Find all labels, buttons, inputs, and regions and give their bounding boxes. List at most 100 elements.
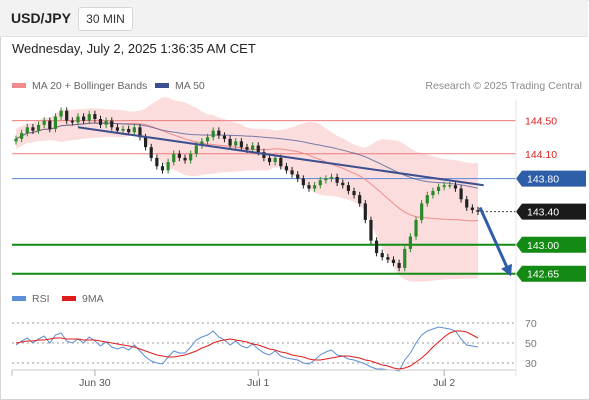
candle-body: [160, 166, 165, 171]
candle-body: [143, 137, 148, 148]
candle-body: [239, 141, 243, 148]
candle-body: [262, 152, 266, 158]
legend-rsi-label: RSI: [32, 293, 50, 305]
candle-body: [408, 236, 412, 249]
candle-body: [397, 262, 401, 268]
candle-body: [194, 145, 198, 154]
candle-body: [87, 114, 91, 121]
candle-body: [138, 127, 142, 138]
candle-body: [420, 203, 424, 220]
candle-body: [352, 191, 356, 196]
candle-body: [149, 147, 153, 158]
candle-body: [391, 259, 396, 263]
candle-body: [425, 195, 429, 204]
candle-body: [273, 157, 277, 163]
candle-body: [110, 120, 114, 128]
candle-body: [301, 178, 305, 186]
x-tick-label: Jul 1: [247, 377, 269, 389]
candle-body: [374, 240, 379, 254]
candle-body: [256, 145, 260, 153]
candle-body: [166, 162, 170, 171]
legend-ma50: MA 50: [155, 80, 205, 92]
candle-body: [132, 127, 136, 133]
level-label-142.65: 142.65: [527, 269, 559, 281]
candle-body: [307, 185, 311, 189]
candle-body: [318, 180, 322, 186]
legend-9ma: 9MA: [62, 293, 104, 305]
candle-body: [82, 116, 86, 121]
candle-body: [76, 116, 80, 123]
credit-text: Research © 2025 Trading Central: [425, 80, 582, 92]
level-label-143.40: 143.40: [527, 207, 559, 219]
interval-button[interactable]: 30 MIN: [78, 7, 133, 31]
level-label-144.50: 144.50: [525, 116, 557, 128]
candle-body: [436, 186, 441, 191]
legend-9ma-label: 9MA: [82, 293, 104, 305]
candle-body: [431, 191, 435, 196]
candle-body: [177, 153, 181, 158]
candle-body: [245, 147, 249, 150]
candle-body: [442, 185, 446, 187]
candle-body: [14, 138, 18, 142]
candle-body: [284, 166, 289, 171]
candle-body: [211, 130, 215, 138]
candle-body: [279, 157, 283, 167]
candle-body: [217, 130, 221, 136]
candle-body: [267, 157, 272, 163]
candle-body: [341, 182, 345, 186]
level-tag-143.80: [516, 170, 586, 187]
legend-9ma-swatch: [62, 295, 76, 301]
candle-body: [476, 210, 480, 212]
candle-body: [205, 137, 210, 142]
candle-body: [115, 127, 120, 131]
candle-body: [31, 127, 35, 131]
candle-body: [329, 176, 334, 179]
candle-body: [459, 188, 463, 200]
projection-arrow-head: [501, 263, 512, 277]
legend-ma20-swatch: [12, 82, 26, 88]
candle-body: [403, 248, 407, 268]
candle-body: [155, 157, 159, 167]
candle-body: [386, 257, 390, 260]
candle-body: [346, 185, 351, 191]
candle-body: [313, 185, 317, 189]
x-tick-label: Jun 30: [79, 377, 111, 389]
level-label-144.10: 144.10: [525, 149, 557, 161]
candle-body: [42, 120, 46, 125]
candle-body: [36, 124, 41, 131]
legend-rsi-swatch: [12, 295, 26, 301]
candle-body: [290, 170, 294, 175]
legend-rsi: RSI: [12, 293, 50, 305]
candle-body: [65, 110, 69, 121]
candle-body: [363, 203, 367, 220]
candle-body: [470, 207, 474, 211]
candle-body: [48, 120, 52, 129]
candle-body: [448, 185, 452, 187]
candle-body: [200, 141, 204, 146]
candle-body: [20, 133, 24, 139]
candle-body: [296, 174, 300, 179]
candle-body: [183, 157, 187, 161]
candle-body: [222, 135, 227, 139]
candle-body: [380, 253, 384, 258]
legend-ma20-label: MA 20 + Bollinger Bands: [32, 80, 148, 92]
candle-body: [189, 153, 193, 161]
candle-body: [172, 153, 176, 163]
rsi-tick-30: 30: [525, 358, 537, 370]
symbol-title: USD/JPY: [11, 10, 71, 26]
candle-body: [127, 128, 131, 133]
candle-body: [228, 138, 232, 146]
legend-ma50-label: MA 50: [175, 80, 205, 92]
legend-ma50-swatch: [155, 82, 169, 88]
candle-body: [121, 128, 125, 131]
candle-body: [335, 176, 339, 183]
candle-body: [104, 120, 108, 125]
candle-body: [324, 178, 328, 181]
level-label-143.80: 143.80: [527, 174, 559, 186]
level-label-143.00: 143.00: [527, 240, 559, 252]
rsi-tick-50: 50: [525, 338, 537, 350]
level-tag-143.00: [516, 236, 586, 253]
candle-body: [358, 195, 362, 204]
candle-body: [465, 199, 469, 208]
x-tick-label: Jul 2: [433, 377, 455, 389]
